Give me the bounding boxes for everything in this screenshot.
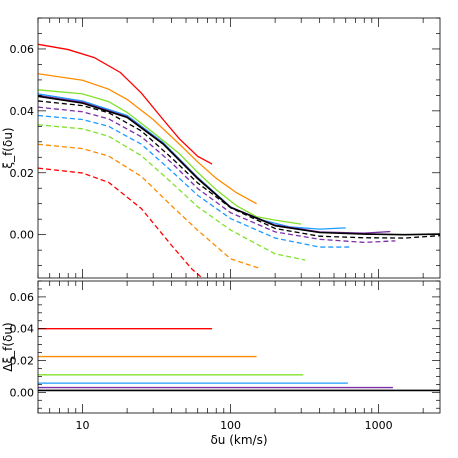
bottom-ytick-label: 0.02 bbox=[10, 355, 35, 368]
bottom-ytick-label: 0.00 bbox=[10, 386, 35, 399]
bottom-xtick-label: 100 bbox=[220, 419, 241, 432]
bottom-xtick-label: 1000 bbox=[365, 419, 393, 432]
bottom-series-group bbox=[38, 328, 440, 392]
top-ytick-label: 0.00 bbox=[10, 229, 35, 242]
bottom-plot-frame bbox=[37, 280, 441, 414]
bottom-ylabel: Δξ_f(δu) bbox=[1, 322, 15, 371]
top-series-line-10 bbox=[38, 143, 259, 269]
bottom-ytick-label: 0.06 bbox=[10, 291, 35, 304]
top-series-line-9 bbox=[38, 124, 306, 261]
top-series-line-8 bbox=[38, 114, 351, 248]
top-ytick-label: 0.06 bbox=[10, 43, 35, 56]
bottom-xtick-label: 10 bbox=[76, 419, 90, 432]
top-series-line-2 bbox=[38, 89, 302, 225]
top-series-line-7 bbox=[38, 106, 396, 244]
top-ytick-label: 0.02 bbox=[10, 167, 35, 180]
top-plot-frame bbox=[37, 17, 441, 279]
top-series-group bbox=[38, 43, 440, 278]
top-series-line-0 bbox=[38, 43, 213, 165]
top-panel: 0.00 0.02 0.04 0.06 bbox=[10, 17, 441, 279]
bottom-panel: 0.00 0.02 0.04 0.06 10 100 1000 bbox=[10, 280, 441, 432]
top-series-line-1 bbox=[38, 73, 257, 205]
top-series-line-11 bbox=[38, 167, 204, 278]
top-series-line-6 bbox=[38, 100, 440, 239]
top-ylabel: ξ_f(δu) bbox=[1, 127, 15, 168]
top-ytick-label: 0.04 bbox=[10, 105, 35, 118]
xlabel: δu (km/s) bbox=[210, 433, 267, 447]
bottom-ytick-label: 0.04 bbox=[10, 323, 35, 336]
